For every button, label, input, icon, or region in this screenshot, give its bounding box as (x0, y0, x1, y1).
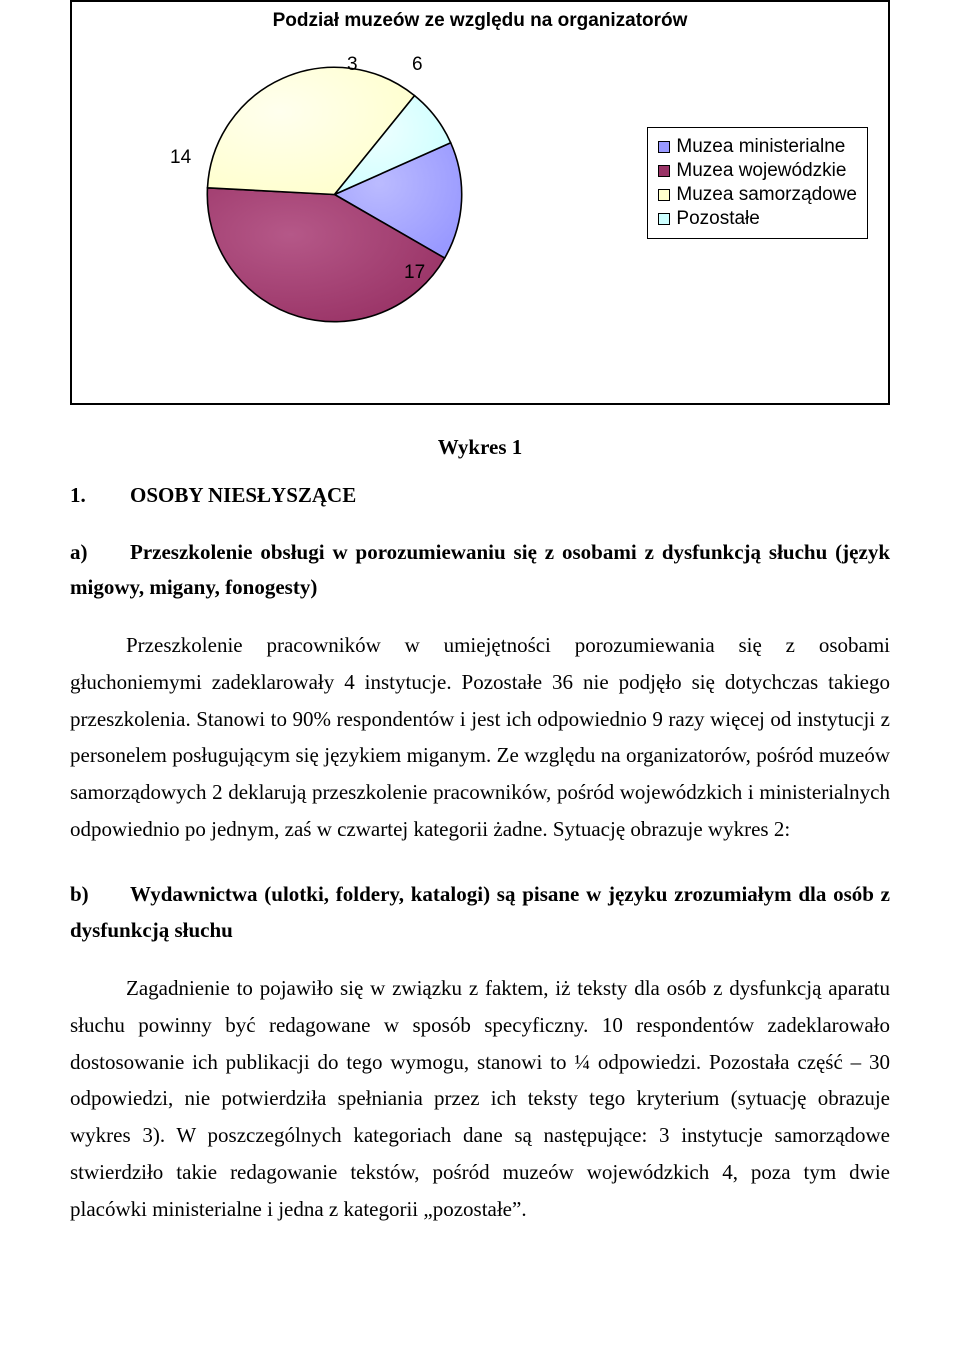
legend-item: Pozostałe (658, 208, 857, 230)
chart-caption: Wykres 1 (70, 435, 890, 460)
subsection-b-heading: b)Wydawnictwa (ulotki, foldery, katalogi… (70, 876, 890, 950)
subsection-label: b) (70, 876, 130, 913)
subsection-title: Wydawnictwa (ulotki, foldery, katalogi) … (70, 882, 890, 943)
legend-swatch (658, 141, 670, 153)
legend-label: Muzea samorządowe (676, 184, 857, 206)
legend-item: Muzea samorządowe (658, 184, 857, 206)
legend-label: Muzea ministerialne (676, 136, 845, 158)
subsection-b-body: Zagadnienie to pojawiło się w związku z … (70, 970, 890, 1227)
legend-label: Pozostałe (676, 208, 759, 230)
slice-label-3: 3 (347, 54, 358, 76)
legend-swatch (658, 165, 670, 177)
section-title: OSOBY NIESŁYSZĄCE (130, 483, 356, 507)
pie-chart-frame: Podział muzeów ze względu na organizator… (70, 0, 890, 405)
section-number: 1. (70, 478, 130, 514)
slice-label-14: 14 (170, 147, 191, 169)
legend-item: Muzea wojewódzkie (658, 160, 857, 182)
subsection-title: Przeszkolenie obsługi w porozumiewaniu s… (70, 540, 890, 600)
legend-item: Muzea ministerialne (658, 136, 857, 158)
page: Podział muzeów ze względu na organizator… (0, 0, 960, 1267)
legend-label: Muzea wojewódzkie (676, 160, 846, 182)
section-1-heading: 1.OSOBY NIESŁYSZĄCE (70, 478, 890, 514)
chart-title: Podział muzeów ze względu na organizator… (72, 2, 888, 32)
pie-chart (202, 62, 467, 327)
subsection-a-heading: a)Przeszkolenie obsługi w porozumiewaniu… (70, 535, 890, 606)
legend-swatch (658, 189, 670, 201)
legend-swatch (658, 213, 670, 225)
subsection-label: a) (70, 535, 130, 571)
chart-legend: Muzea ministerialne Muzea wojewódzkie Mu… (647, 127, 868, 239)
subsection-a-body: Przeszkolenie pracowników w umiejętności… (70, 627, 890, 848)
slice-label-6: 6 (412, 54, 423, 76)
chart-body: 3 6 14 17 Muzea ministerialne Muzea woje… (72, 32, 888, 382)
slice-label-17: 17 (404, 262, 425, 284)
